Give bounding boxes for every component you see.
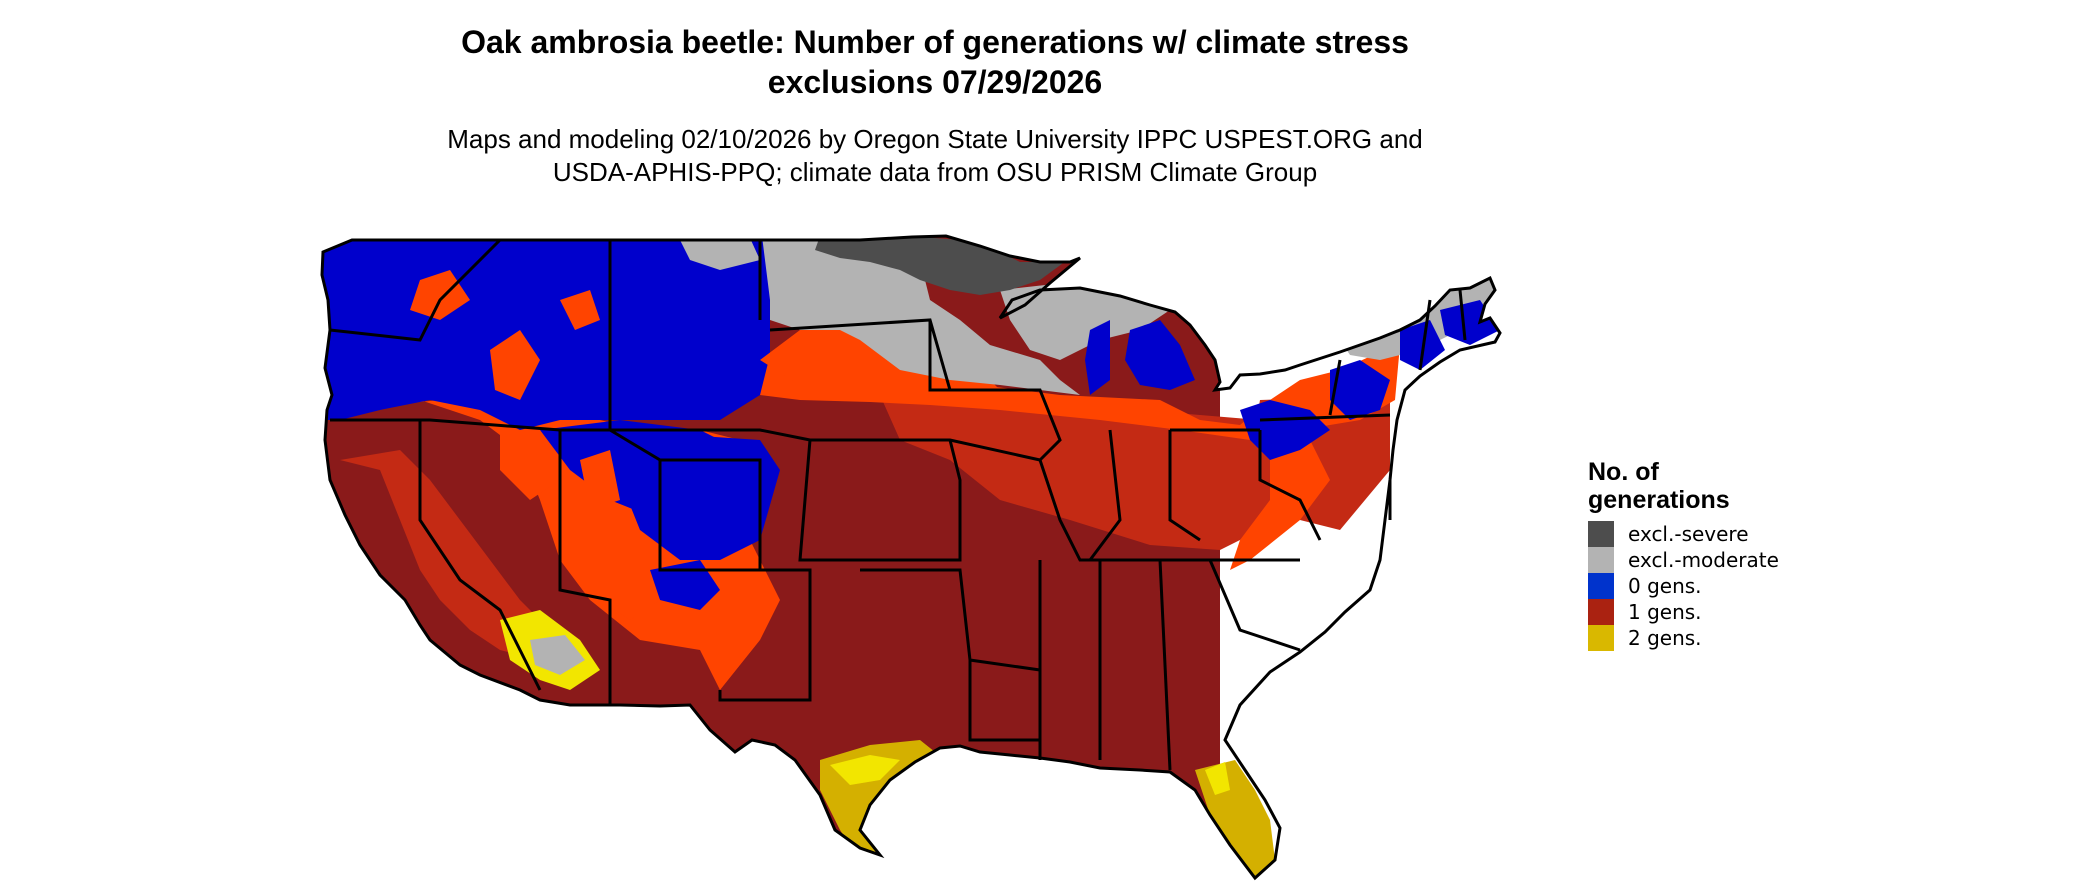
legend: No. of generations excl.-severe excl.-mo… (1588, 458, 1779, 651)
legend-title-line-1: No. of (1588, 458, 1659, 486)
legend-item-0-gens: 0 gens. (1588, 573, 1779, 599)
legend-item-excl-severe: excl.-severe (1588, 521, 1779, 547)
legend-label: 2 gens. (1628, 626, 1702, 650)
title-line-2: exclusions 07/29/2026 (767, 64, 1103, 100)
legend-label: excl.-moderate (1628, 548, 1779, 572)
legend-swatch (1588, 625, 1614, 651)
subtitle-line-1: Maps and modeling 02/10/2026 by Oregon S… (447, 124, 1423, 154)
map-subtitle: Maps and modeling 02/10/2026 by Oregon S… (300, 123, 1570, 189)
legend-swatch (1588, 547, 1614, 573)
legend-label: 0 gens. (1628, 574, 1702, 598)
state-borders (329, 238, 1467, 771)
title-line-1: Oak ambrosia beetle: Number of generatio… (461, 24, 1409, 60)
subtitle-line-2: USDA-APHIS-PPQ; climate data from OSU PR… (552, 157, 1318, 187)
legend-swatch (1588, 521, 1614, 547)
legend-label: excl.-severe (1628, 522, 1749, 546)
us-outline (320, 234, 1502, 881)
legend-items: excl.-severe excl.-moderate 0 gens. 1 ge… (1588, 521, 1779, 651)
legend-swatch (1588, 573, 1614, 599)
legend-title: No. of generations (1588, 458, 1779, 514)
legend-item-excl-moderate: excl.-moderate (1588, 547, 1779, 573)
legend-swatch (1588, 599, 1614, 625)
legend-title-line-2: generations (1588, 486, 1730, 514)
legend-item-2-gens: 2 gens. (1588, 625, 1779, 651)
map-title: Oak ambrosia beetle: Number of generatio… (300, 22, 1570, 102)
legend-label: 1 gens. (1628, 600, 1702, 624)
legend-item-1-gens: 1 gens. (1588, 599, 1779, 625)
